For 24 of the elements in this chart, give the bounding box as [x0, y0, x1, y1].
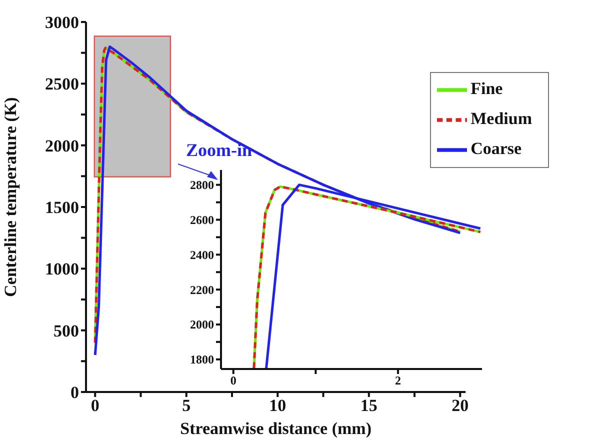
y-tick-label: 2000 [190, 318, 214, 332]
y-tick-label: 1000 [45, 260, 79, 279]
legend-label: Medium [470, 108, 532, 128]
y-tick-label: 2600 [190, 213, 214, 228]
y-tick-label: 2500 [45, 74, 79, 94]
y-tick-label: 1500 [45, 198, 79, 218]
y-tick-label: 3000 [45, 13, 79, 32]
y-tick-label: 1800 [190, 352, 214, 367]
y-tick-label: 2200 [190, 282, 214, 297]
y-tick-label: 2000 [45, 136, 79, 156]
x-axis-title: Streamwise distance (mm) [180, 419, 372, 438]
annotation: Zoom-in [186, 140, 252, 160]
y-tick-label: 2800 [190, 178, 214, 192]
x-tick-label: 15 [360, 396, 378, 416]
x-tick-label: 2 [395, 374, 402, 388]
x-tick-label: 0 [90, 396, 100, 416]
legend-label: Fine [470, 78, 503, 98]
x-tick-label: 10 [269, 396, 286, 416]
y-axis-title: Centerline temperature (K) [1, 97, 20, 297]
x-tick-label: 5 [182, 396, 191, 416]
legend-label: Coarse [470, 138, 522, 158]
y-tick-label: 2400 [190, 248, 214, 262]
y-tick-label: 500 [54, 321, 79, 340]
x-tick-label: 20 [452, 396, 469, 416]
